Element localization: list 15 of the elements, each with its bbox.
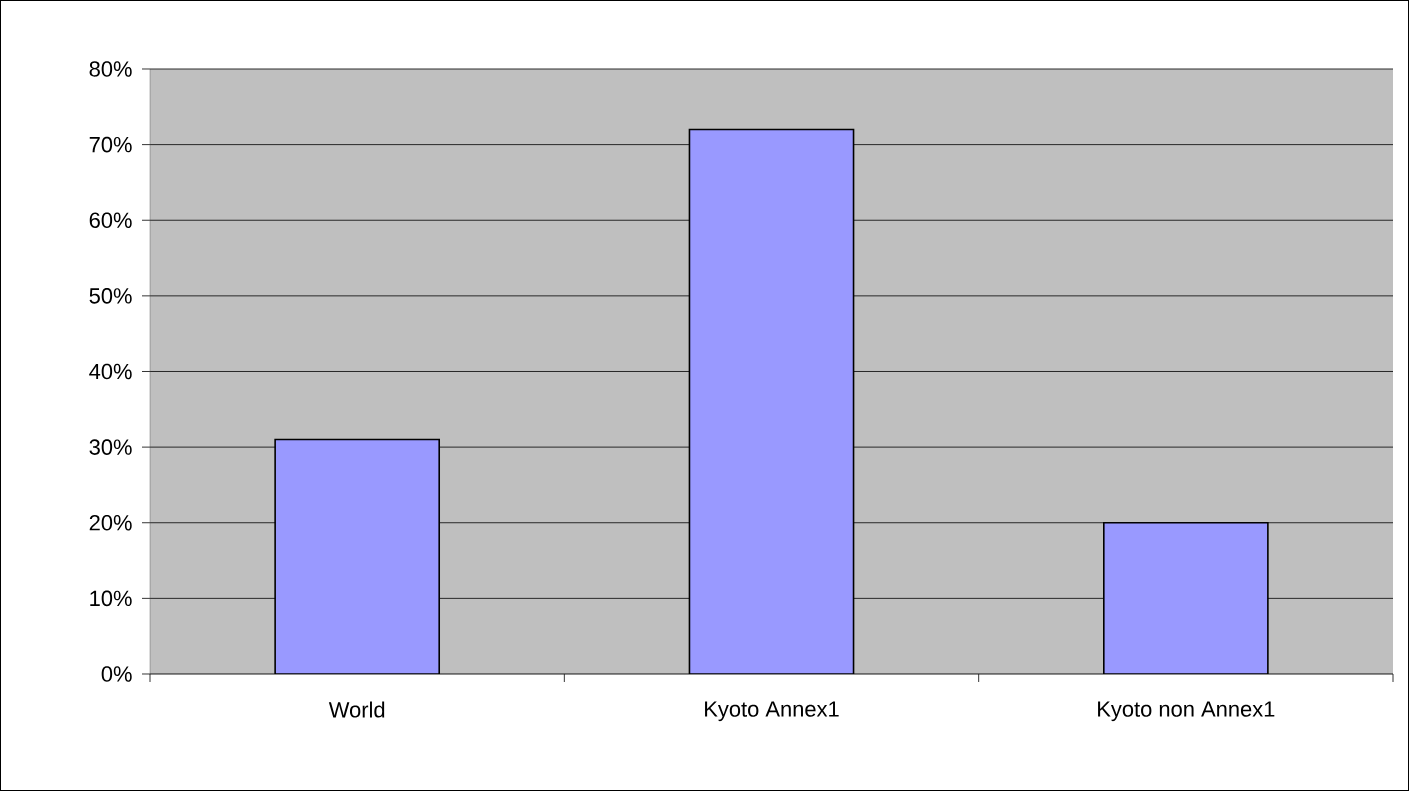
y-tick-label: 30% [89,439,132,455]
y-tick-label: 60% [89,212,132,228]
bar [274,438,441,674]
y-tick-label: 50% [89,288,132,304]
y-tick-label: 80% [89,61,132,77]
y-tick-label: 40% [89,363,132,380]
y-tick-label: 70% [89,136,132,153]
x-tick-label: Kyoto Annex1 [705,701,839,722]
bar [1103,521,1269,674]
y-tick-label: 20% [89,514,132,531]
x-tick-label: World [328,701,385,718]
y-tick-label: 0% [101,666,132,682]
x-tick-label: Kyoto non Annex1 [1098,701,1275,722]
bar [688,128,855,674]
y-tick-label: 10% [90,590,132,607]
